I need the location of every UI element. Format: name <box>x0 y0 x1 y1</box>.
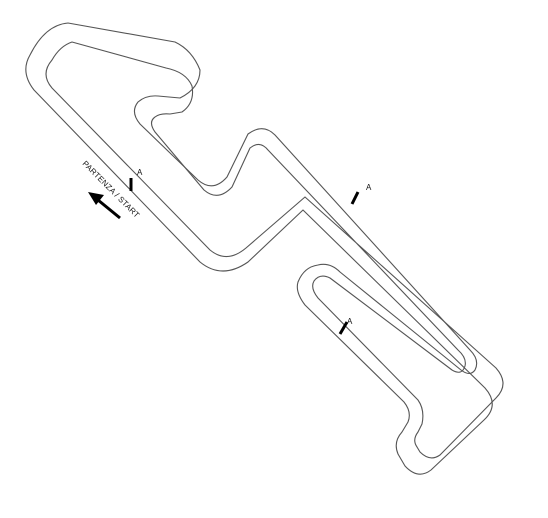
sector-marker-2-label: A <box>366 183 372 192</box>
sector-marker-3-label: A <box>347 317 353 326</box>
arrow-left-up-icon <box>88 192 121 220</box>
sector-marker-1-label: A <box>137 168 143 177</box>
track-inner-edge <box>45 41 504 459</box>
sector-marker-2 <box>350 191 360 205</box>
sector-marker-3 <box>338 321 349 335</box>
track-outer-edge <box>25 22 493 475</box>
